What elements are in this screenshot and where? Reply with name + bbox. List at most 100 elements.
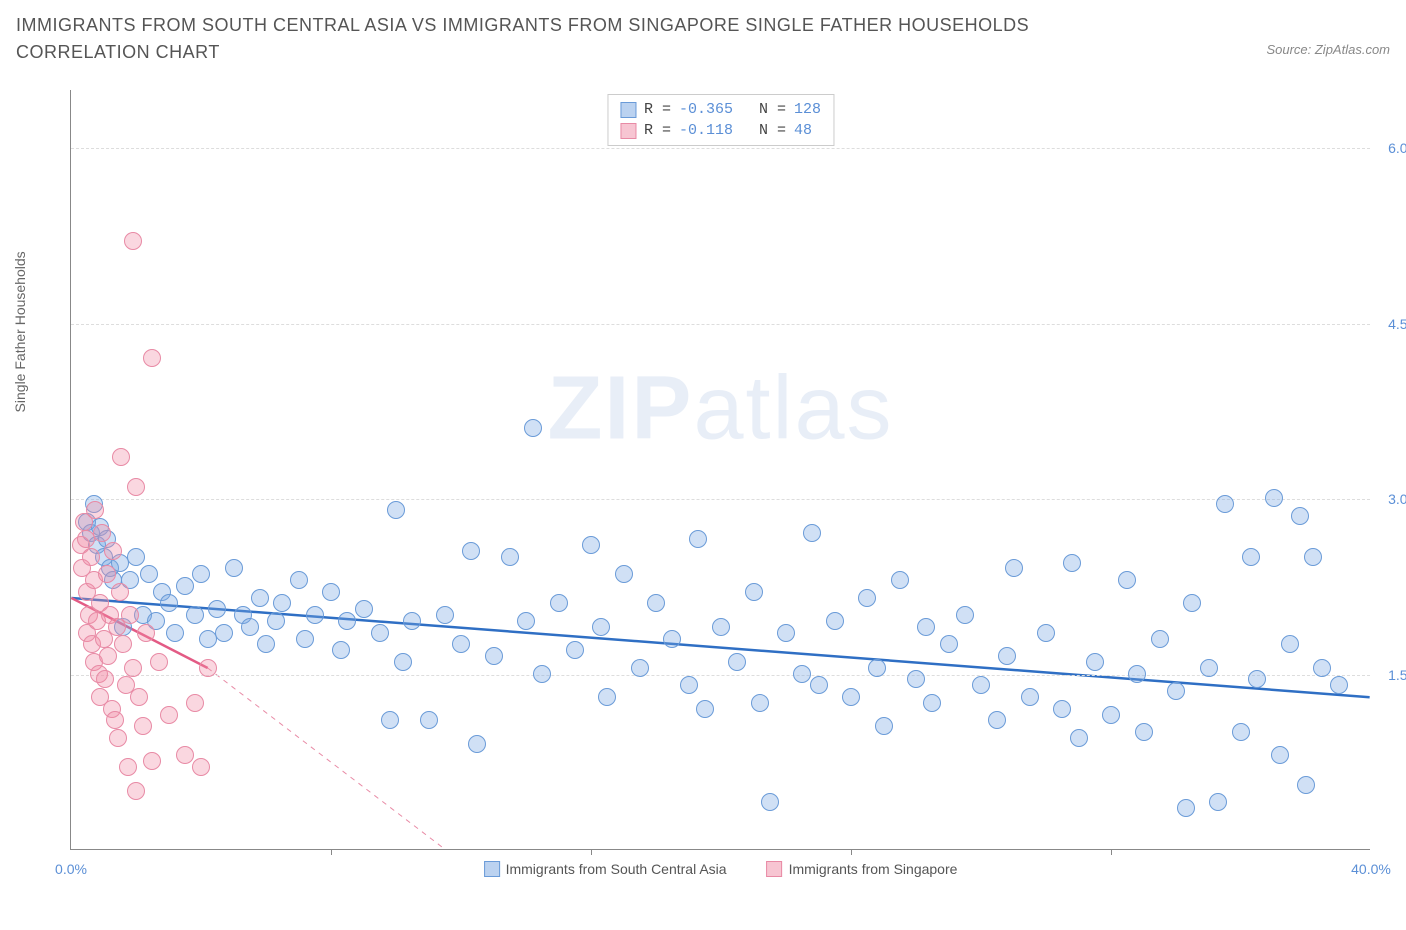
- scatter-point: [114, 635, 132, 653]
- scatter-point: [257, 635, 275, 653]
- x-tick-label: 40.0%: [1351, 861, 1391, 877]
- scatter-point: [176, 577, 194, 595]
- scatter-point: [338, 612, 356, 630]
- scatter-point: [99, 647, 117, 665]
- scatter-point: [485, 647, 503, 665]
- scatter-point: [1265, 489, 1283, 507]
- scatter-point: [1297, 776, 1315, 794]
- scatter-point: [803, 524, 821, 542]
- scatter-point: [160, 706, 178, 724]
- scatter-point: [1037, 624, 1055, 642]
- scatter-point: [923, 694, 941, 712]
- scatter-point: [793, 665, 811, 683]
- legend-swatch: [484, 861, 500, 877]
- scatter-point: [689, 530, 707, 548]
- scatter-point: [127, 478, 145, 496]
- scatter-point: [1313, 659, 1331, 677]
- scatter-point: [130, 688, 148, 706]
- scatter-point: [462, 542, 480, 560]
- gridline: [71, 148, 1370, 149]
- scatter-point: [631, 659, 649, 677]
- scatter-point: [988, 711, 1006, 729]
- y-tick-label: 3.0%: [1388, 491, 1406, 507]
- scatter-point: [598, 688, 616, 706]
- scatter-point: [1063, 554, 1081, 572]
- scatter-point: [225, 559, 243, 577]
- scatter-point: [176, 746, 194, 764]
- scatter-point: [1216, 495, 1234, 513]
- scatter-point: [1330, 676, 1348, 694]
- stats-swatch: [620, 123, 636, 139]
- legend-label: Immigrants from Singapore: [789, 861, 958, 877]
- trend-lines: [71, 90, 1370, 849]
- stats-swatch: [620, 102, 636, 118]
- scatter-point: [1167, 682, 1185, 700]
- scatter-point: [1086, 653, 1104, 671]
- scatter-point: [728, 653, 746, 671]
- scatter-point: [1177, 799, 1195, 817]
- scatter-point: [104, 542, 122, 560]
- scatter-point: [1151, 630, 1169, 648]
- scatter-point: [387, 501, 405, 519]
- scatter-point: [124, 232, 142, 250]
- scatter-point: [1271, 746, 1289, 764]
- scatter-point: [826, 612, 844, 630]
- scatter-point: [592, 618, 610, 636]
- scatter-point: [192, 565, 210, 583]
- scatter-point: [875, 717, 893, 735]
- scatter-point: [501, 548, 519, 566]
- scatter-point: [1242, 548, 1260, 566]
- scatter-point: [296, 630, 314, 648]
- legend-swatch: [767, 861, 783, 877]
- scatter-point: [1281, 635, 1299, 653]
- stats-n-label: N =: [741, 120, 786, 141]
- scatter-point: [533, 665, 551, 683]
- scatter-point: [143, 349, 161, 367]
- scatter-point: [106, 711, 124, 729]
- scatter-point: [143, 752, 161, 770]
- scatter-point: [1021, 688, 1039, 706]
- stats-n-value: 48: [794, 120, 812, 141]
- scatter-point: [810, 676, 828, 694]
- scatter-point: [680, 676, 698, 694]
- scatter-point: [940, 635, 958, 653]
- scatter-point: [907, 670, 925, 688]
- y-tick-label: 6.0%: [1388, 140, 1406, 156]
- scatter-point: [93, 524, 111, 542]
- scatter-point: [842, 688, 860, 706]
- stats-row: R =-0.365 N =128: [620, 99, 821, 120]
- watermark: ZIPatlas: [547, 357, 893, 460]
- scatter-point: [1209, 793, 1227, 811]
- scatter-point: [696, 700, 714, 718]
- scatter-point: [1248, 670, 1266, 688]
- scatter-point: [956, 606, 974, 624]
- scatter-point: [322, 583, 340, 601]
- chart-header: IMMIGRANTS FROM SOUTH CENTRAL ASIA VS IM…: [0, 0, 1406, 66]
- scatter-point: [166, 624, 184, 642]
- gridline: [71, 324, 1370, 325]
- scatter-point: [140, 565, 158, 583]
- scatter-point: [751, 694, 769, 712]
- stats-r-value: -0.365: [679, 99, 733, 120]
- scatter-point: [127, 782, 145, 800]
- scatter-point: [712, 618, 730, 636]
- scatter-point: [273, 594, 291, 612]
- scatter-point: [777, 624, 795, 642]
- x-minor-tick: [851, 849, 852, 855]
- scatter-point: [452, 635, 470, 653]
- stats-n-label: N =: [741, 99, 786, 120]
- chart-container: Single Father Households ZIPatlas R =-0.…: [50, 90, 1390, 880]
- scatter-point: [112, 448, 130, 466]
- stats-legend-box: R =-0.365 N =128R =-0.118 N = 48: [607, 94, 834, 146]
- scatter-point: [1291, 507, 1309, 525]
- scatter-point: [1128, 665, 1146, 683]
- stats-n-value: 128: [794, 99, 821, 120]
- scatter-point: [355, 600, 373, 618]
- legend-label: Immigrants from South Central Asia: [506, 861, 727, 877]
- scatter-point: [891, 571, 909, 589]
- x-minor-tick: [331, 849, 332, 855]
- scatter-point: [745, 583, 763, 601]
- scatter-point: [186, 606, 204, 624]
- scatter-point: [82, 548, 100, 566]
- scatter-point: [1102, 706, 1120, 724]
